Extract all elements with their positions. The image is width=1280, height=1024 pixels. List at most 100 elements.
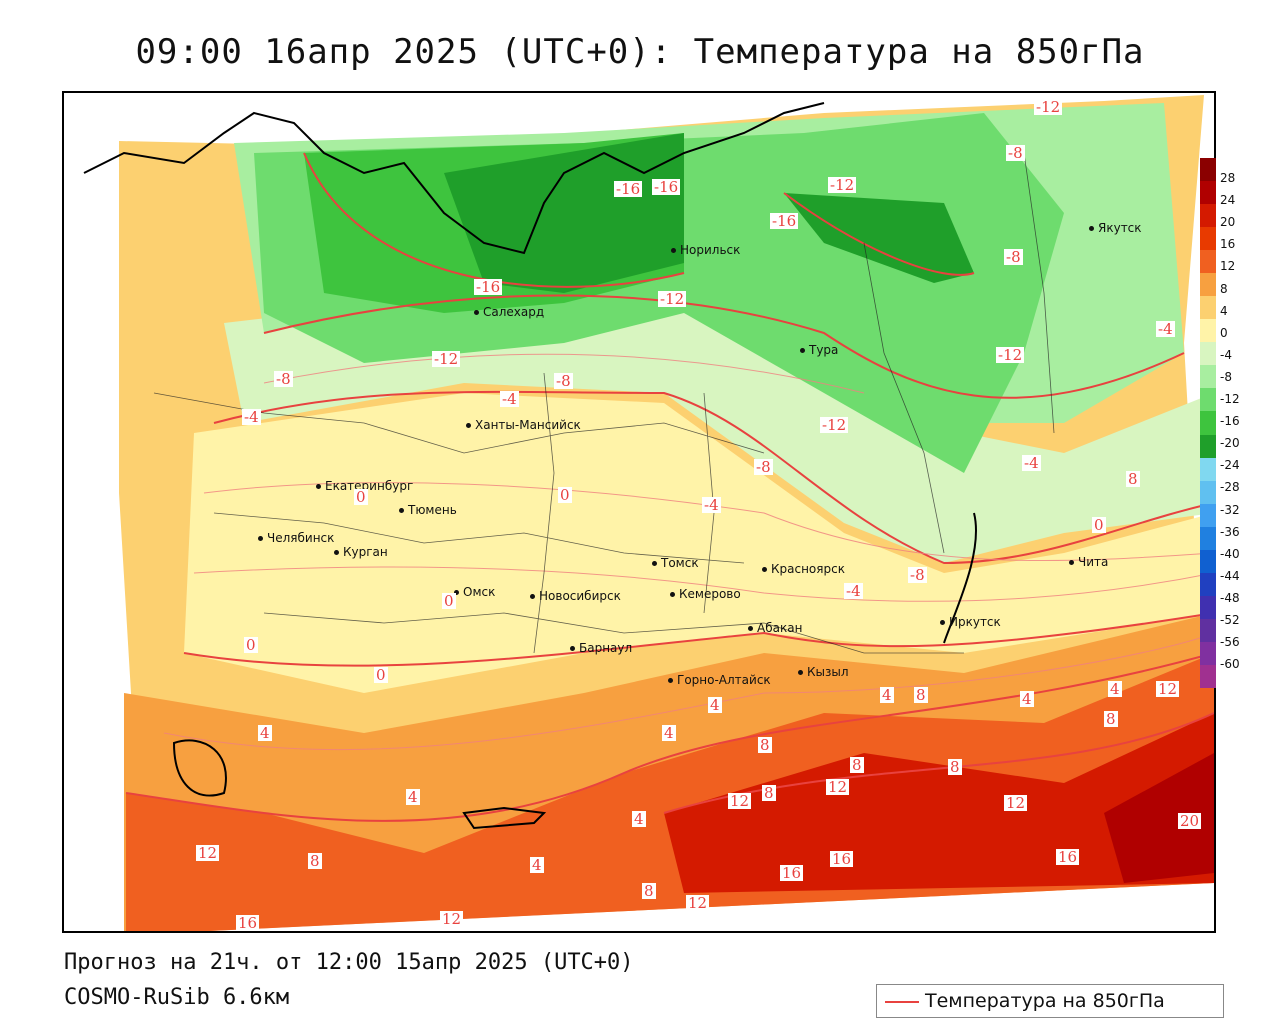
contour-label: 12 <box>728 792 752 810</box>
colorbar-segment <box>1200 181 1216 205</box>
city-kurgan: Курган <box>334 545 388 559</box>
contour-label: 0 <box>442 592 456 610</box>
contour-label: 4 <box>1020 690 1034 708</box>
contour-label: -8 <box>274 370 293 388</box>
colorbar-tick-label: -4 <box>1220 347 1232 362</box>
colorbar-tick-label: -40 <box>1220 546 1240 561</box>
city-yekaterinburg: Екатеринбург <box>316 479 413 493</box>
contour-label: -12 <box>1034 98 1063 116</box>
colorbar-tick-label: 16 <box>1220 237 1236 252</box>
colorbar-segment <box>1200 365 1216 389</box>
city-chita: Чита <box>1069 555 1108 569</box>
contour-label: -12 <box>432 350 461 368</box>
contour-label: 12 <box>440 910 464 928</box>
contour-label: 4 <box>662 724 676 742</box>
colorbar-tick-label: -52 <box>1220 613 1240 627</box>
contour-label: 8 <box>1126 470 1140 488</box>
colorbar-tick-label: 28 <box>1220 171 1236 185</box>
contour-label: 20 <box>1178 812 1202 830</box>
colorbar-segment <box>1200 595 1216 620</box>
colorbar-tick-label: -20 <box>1220 436 1240 451</box>
colorbar-segment <box>1200 319 1216 343</box>
contour-label: 0 <box>374 666 388 684</box>
colorbar-segment <box>1200 549 1216 574</box>
colorbar-segment <box>1200 480 1216 505</box>
contour-label: 8 <box>1104 710 1118 728</box>
temperature-field <box>83 95 1214 931</box>
contour-label: -12 <box>996 346 1025 364</box>
city-gorno-altaysk: Горно-Алтайск <box>668 673 771 687</box>
colorbar-segment <box>1200 664 1216 689</box>
colorbar-tick-label: -48 <box>1220 590 1240 605</box>
city-kyzyl: Кызыл <box>798 665 849 679</box>
map-area[interactable]: Якутск Норильск Салехард Тура Ханты-Манс… <box>62 91 1216 933</box>
contour-label: -4 <box>702 496 721 514</box>
colorbar-segment <box>1200 572 1216 597</box>
city-chelyabinsk: Челябинск <box>258 531 334 545</box>
temperature-colorbar <box>1200 158 1216 689</box>
colorbar-tick-label: -24 <box>1220 458 1240 473</box>
contour-label: 4 <box>1108 680 1122 698</box>
contour-label: 0 <box>244 636 258 654</box>
colorbar-segment <box>1200 273 1216 297</box>
contour-label: 4 <box>708 696 722 714</box>
contour-label: 4 <box>632 810 646 828</box>
colorbar-segment <box>1200 296 1216 320</box>
colorbar-segment <box>1200 457 1216 482</box>
contour-label: 16 <box>780 864 804 882</box>
colorbar-tick-label: 20 <box>1220 215 1236 230</box>
contour-label: -16 <box>614 180 643 198</box>
city-tura: Тура <box>800 343 838 357</box>
forecast-info: Прогноз на 21ч. от 12:00 15апр 2025 (UTC… <box>64 950 634 975</box>
colorbar-segment <box>1200 342 1216 366</box>
contour-label: 4 <box>406 788 420 806</box>
colorbar-tick-label: -44 <box>1220 568 1240 583</box>
contour-label: -16 <box>652 178 681 196</box>
colorbar-tick-label: 4 <box>1220 303 1228 318</box>
contour-label: 12 <box>826 778 850 796</box>
contour-label: -12 <box>828 176 857 194</box>
city-tomsk: Томск <box>652 556 699 570</box>
contour-label: 0 <box>354 488 368 506</box>
contour-label: 12 <box>1156 680 1180 698</box>
contour-label: -8 <box>1004 248 1023 266</box>
contour-label: 8 <box>948 758 962 776</box>
colorbar-tick-label: -12 <box>1220 392 1240 406</box>
colorbar-segment <box>1200 641 1216 666</box>
colorbar-segment <box>1200 411 1216 435</box>
legend: Температура на 850гПа <box>876 984 1224 1018</box>
city-khanty-mansiysk: Ханты-Мансийск <box>466 418 581 432</box>
colorbar-segment <box>1200 204 1216 228</box>
city-tyumen: Тюмень <box>399 503 457 517</box>
colorbar-tick-label: 8 <box>1220 281 1228 296</box>
city-irkutsk: Иркутск <box>940 615 1001 629</box>
contour-label: -12 <box>820 416 849 434</box>
colorbar-tick-label: -32 <box>1220 502 1240 517</box>
contour-label: -12 <box>658 290 687 308</box>
colorbar-tick-label: -56 <box>1220 635 1240 650</box>
colorbar-tick-label: -28 <box>1220 480 1240 495</box>
colorbar-tick-label: -16 <box>1220 414 1240 429</box>
colorbar-segment <box>1200 526 1216 551</box>
contour-label: 8 <box>850 756 864 774</box>
legend-label: Температура на 850гПа <box>925 990 1165 1012</box>
colorbar-tick-label: -36 <box>1220 524 1240 539</box>
contour-label: 8 <box>762 784 776 802</box>
contour-label: 8 <box>308 852 322 870</box>
city-salekhard: Салехард <box>474 305 544 319</box>
colorbar-tick-label: -60 <box>1220 657 1240 672</box>
contour-label: -16 <box>770 212 799 230</box>
contour-label: -8 <box>1006 144 1025 162</box>
colorbar-segment <box>1200 618 1216 643</box>
city-novosibirsk: Новосибирск <box>530 589 621 603</box>
colorbar-segment <box>1200 250 1216 274</box>
colorbar-segment <box>1200 434 1216 459</box>
contour-label: 12 <box>196 844 220 862</box>
contour-label: 8 <box>914 686 928 704</box>
colorbar-segment <box>1200 388 1216 412</box>
contour-label: -16 <box>474 278 503 296</box>
city-barnaul: Барнаул <box>570 641 632 655</box>
contour-label: 0 <box>558 486 572 504</box>
contour-label: 16 <box>830 850 854 868</box>
contour-label: 12 <box>1004 794 1028 812</box>
